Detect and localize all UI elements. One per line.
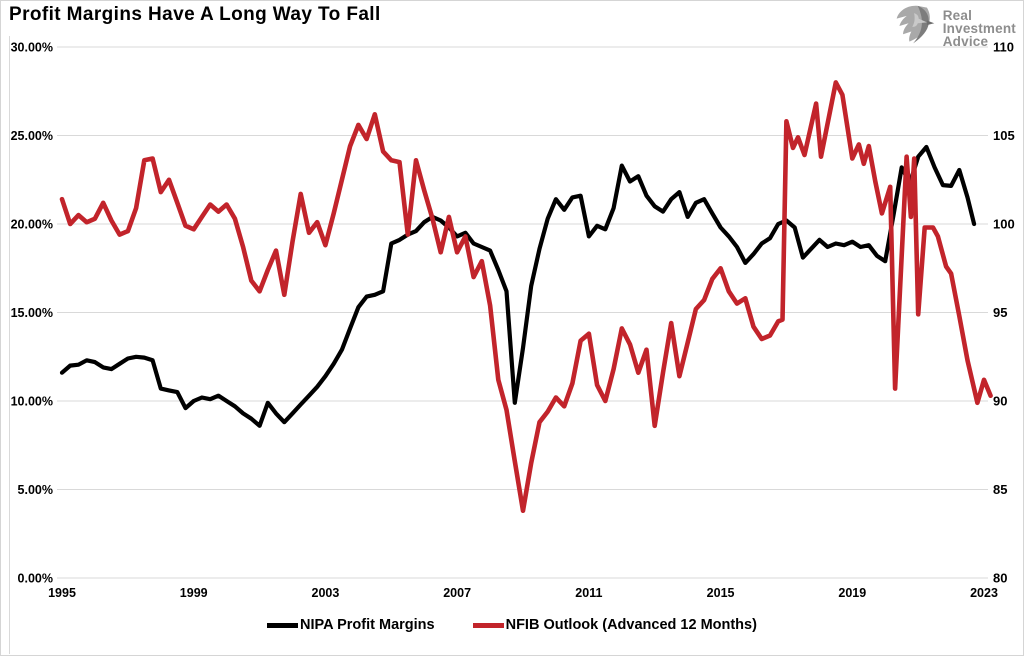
chart-legend: NIPA Profit Margins NFIB Outlook (Advanc… — [0, 617, 1024, 633]
left-axis-tick: 20.00% — [11, 218, 53, 232]
logo-line-3: Advice — [942, 34, 989, 49]
x-axis-tick: 1995 — [48, 586, 76, 600]
nfib-line-swatch — [472, 622, 504, 628]
right-axis-tick: 80 — [993, 571, 1007, 586]
logo-line-2: Investment — [942, 21, 1016, 36]
x-axis-tick: 1999 — [180, 586, 208, 600]
legend-label-nipa: NIPA Profit Margins — [300, 617, 435, 633]
left-axis-tick: 10.00% — [11, 395, 53, 409]
logo-line-1: Real — [942, 8, 973, 23]
right-axis-tick: 90 — [993, 394, 1007, 409]
legend-item-nfib: NFIB Outlook (Advanced 12 Months) — [472, 617, 757, 633]
x-axis-tick: 2007 — [443, 586, 471, 600]
legend-label-nfib: NFIB Outlook (Advanced 12 Months) — [505, 617, 757, 633]
right-axis-tick: 85 — [993, 482, 1007, 497]
left-axis-tick: 0.00% — [18, 572, 53, 586]
left-axis-tick: 25.00% — [11, 129, 53, 143]
left-axis-tick: 30.00% — [11, 41, 53, 55]
right-axis-tick: 100 — [993, 217, 1015, 232]
x-axis-tick: 2015 — [707, 586, 735, 600]
x-axis-tick: 2019 — [838, 586, 866, 600]
eagle-logo-icon — [892, 4, 938, 53]
page-title: Profit Margins Have A Long Way To Fall — [9, 4, 381, 25]
legend-item-nipa: NIPA Profit Margins — [267, 617, 435, 633]
nfib-outlook-line — [59, 80, 993, 514]
x-axis-tick: 2023 — [970, 586, 998, 600]
ria-logo: Real Investment Advice — [892, 4, 1016, 53]
right-axis-tick: 95 — [993, 305, 1007, 320]
x-axis-tick: 2003 — [312, 586, 340, 600]
right-axis-tick: 110 — [993, 40, 1014, 55]
right-axis-tick: 105 — [993, 128, 1015, 143]
logo-text: Real Investment Advice — [942, 8, 1016, 49]
nipa-line-swatch — [267, 622, 299, 628]
nipa-profit-margins-line — [59, 144, 977, 428]
left-axis-tick: 15.00% — [11, 306, 53, 320]
left-axis-tick: 5.00% — [18, 483, 53, 497]
x-axis-tick: 2011 — [575, 586, 602, 600]
